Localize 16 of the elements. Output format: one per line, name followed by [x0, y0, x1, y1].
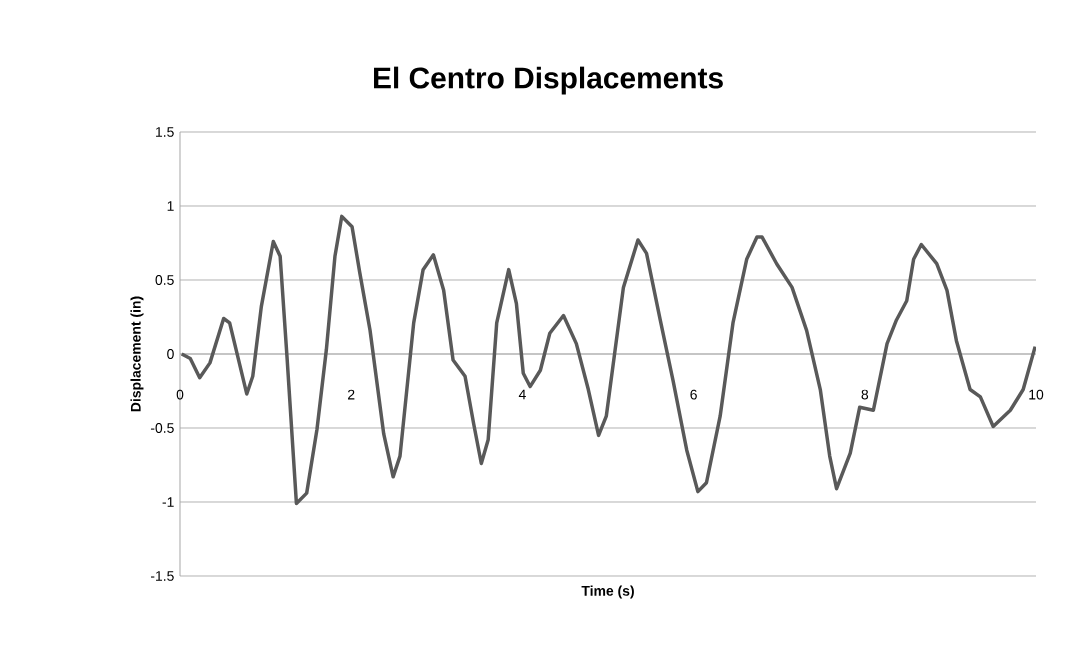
y-tick-label: -0.5: [150, 423, 174, 433]
y-tick-label: 1.5: [156, 127, 174, 137]
y-tick-label: -1.5: [150, 571, 174, 581]
y-axis-title: Displacement (in): [130, 296, 144, 412]
y-tick-label: 0: [167, 349, 174, 359]
x-tick-label: 2: [348, 389, 355, 400]
x-axis-title: Time (s): [581, 585, 634, 599]
chart-title: El Centro Displacements: [374, 66, 723, 95]
y-tick-label: -1: [162, 497, 174, 507]
y-tick-label: 0.5: [155, 275, 174, 285]
y-tick-label: 1: [167, 201, 174, 211]
x-tick-label: 6: [690, 389, 697, 400]
x-tick-label: 4: [518, 389, 526, 400]
x-tick-label: 8: [861, 389, 869, 400]
x-tick-label: 10: [1029, 389, 1044, 400]
x-tick-label: 0: [176, 389, 184, 400]
